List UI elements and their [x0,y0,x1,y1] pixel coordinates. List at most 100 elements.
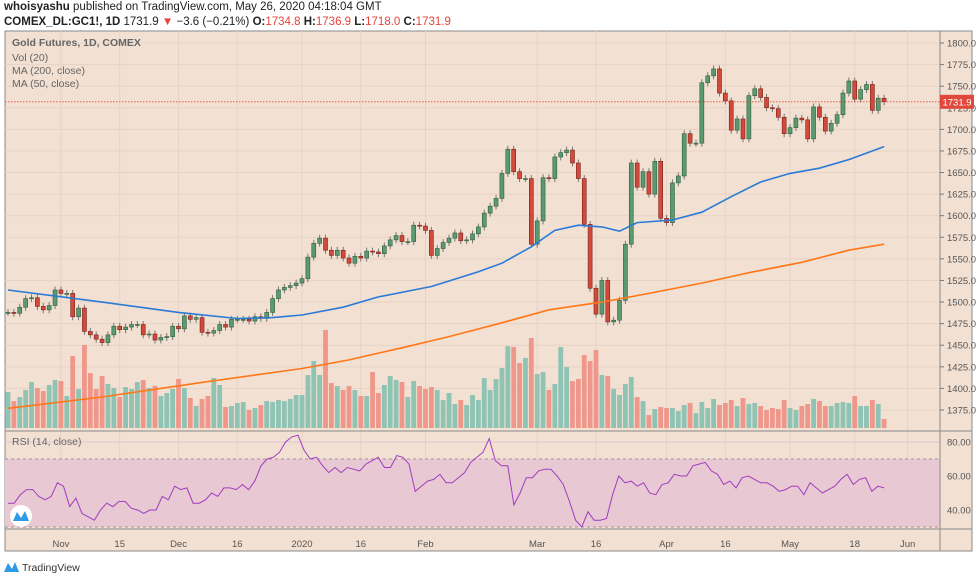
rsi-line [8,434,885,528]
volume-bar [476,400,481,428]
volume-bar [117,397,123,428]
volume-bar [70,356,76,428]
volume-bar [822,406,828,428]
candle-down [70,293,75,318]
volume-bar [534,374,540,428]
volume-bar [570,381,575,428]
candle-down [340,249,346,259]
volume-bar [58,381,64,428]
time-tick-label: Nov [52,539,69,550]
candle-down [246,319,252,322]
candle-down [764,97,769,109]
volume-bar [869,400,875,428]
candle-up [29,297,34,300]
volume-bar [811,399,816,428]
candle-up [558,152,564,158]
volume-bar [281,401,287,428]
candle-up [276,289,281,299]
volume-bar [605,376,611,428]
legend-vol[interactable]: Vol (20) [12,52,48,64]
volume-bar [428,387,434,428]
volume-bar [611,389,617,428]
candle-down [546,177,552,180]
legend-rsi[interactable]: RSI (14, close) [12,436,81,448]
candle-up [129,324,134,328]
legend-title: Gold Futures, 1D, COMEX [12,37,141,49]
candle-down [429,230,434,256]
volume-bar [35,388,40,428]
volume-bar [740,398,746,428]
candle-up [235,319,240,321]
price-tick-label: 1650.0 [947,168,976,179]
candle-up [158,337,164,341]
candle-up [364,250,369,259]
time-tick-label: Mar [529,539,545,550]
volume-bar [17,397,23,428]
volume-bar [499,368,505,428]
candle-up [111,325,117,336]
candle-up [211,330,217,334]
rsi-axis[interactable]: 80.00 60.00 40.00 [947,438,971,517]
rsi-band [5,459,940,527]
volume-bar [82,345,87,428]
footer-brand[interactable]: TradingView [4,562,80,574]
volume-bar [134,382,140,428]
time-tick-label: May [781,539,799,550]
publish-info: whoisyashu published on TradingView.com,… [4,1,382,13]
price-tick-label: 1675.0 [947,146,976,157]
volume-bar [405,397,411,428]
candle-down [593,287,599,315]
candle-up [293,282,299,286]
candle-up [787,127,793,134]
candle-down [687,133,693,144]
candle-up [382,245,387,254]
volume-bar [387,376,393,428]
volume-bar [176,379,181,428]
candle-up [599,280,605,315]
candle-up [858,89,863,100]
candle-up [23,298,28,308]
time-axis[interactable]: Nov 15 Dec 16 2020 16 Feb Mar 16 Apr 16 May 18 Jun [52,539,915,550]
candle-down [88,331,93,336]
candle-up [499,173,505,199]
volume-bar [346,386,352,428]
candle-down [399,235,405,242]
volume-bar [481,378,487,428]
candle-up [240,319,246,321]
candle-down [329,249,334,256]
candle-up [487,205,493,214]
legend-ma200[interactable]: MA (200, close) [12,65,85,77]
candle-up [623,243,628,301]
candle-up [476,226,481,235]
candle-up [299,278,305,284]
volume-bar [93,389,99,428]
volume-bar [581,355,587,428]
candle-up [123,326,128,330]
volume-bar [140,380,146,428]
volume-bar [446,393,452,428]
candle-up [752,88,758,96]
volume-bar [246,410,252,428]
candle-up [464,239,469,242]
candle-up [493,198,499,207]
volume-bar [46,385,52,428]
volume-bar [805,404,811,428]
author-name[interactable]: whoisyashu [4,1,70,13]
volume-bar [864,406,869,428]
candle-up [523,178,528,180]
volume-bar [323,330,328,428]
candle-up [352,255,358,264]
candle-up [699,82,705,144]
legend-ma50[interactable]: MA (50, close) [12,78,79,90]
tradingview-logo-icon[interactable] [10,505,32,527]
price-tick-label: 1500.0 [947,298,976,309]
volume-bar [693,413,699,428]
candle-down [40,306,46,311]
volume-bar [617,395,622,428]
last-price-box [940,94,974,109]
candle-up [135,324,140,326]
price-tick-label: 1750.0 [947,82,976,93]
candle-up [875,97,881,111]
volume-bar [840,402,846,428]
